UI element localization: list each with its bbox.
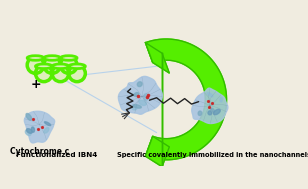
Text: Cytochrome c: Cytochrome c <box>10 147 69 156</box>
Ellipse shape <box>60 56 77 60</box>
Text: +: + <box>30 78 41 91</box>
Ellipse shape <box>25 130 31 136</box>
Ellipse shape <box>31 127 34 132</box>
Ellipse shape <box>132 106 137 110</box>
Polygon shape <box>24 111 55 143</box>
Text: Specific covalently immobilized in the nanochannels: Specific covalently immobilized in the n… <box>117 152 308 158</box>
Ellipse shape <box>211 108 214 112</box>
Ellipse shape <box>44 122 51 125</box>
Ellipse shape <box>27 56 44 60</box>
Ellipse shape <box>69 64 85 69</box>
Ellipse shape <box>52 64 69 69</box>
Circle shape <box>60 57 77 73</box>
Ellipse shape <box>207 92 213 97</box>
Polygon shape <box>118 76 162 114</box>
Ellipse shape <box>44 128 49 133</box>
Circle shape <box>52 65 69 82</box>
Ellipse shape <box>35 64 52 69</box>
Ellipse shape <box>144 94 148 100</box>
Ellipse shape <box>134 93 139 96</box>
Ellipse shape <box>208 111 212 115</box>
Circle shape <box>69 65 85 82</box>
Circle shape <box>44 57 60 73</box>
Ellipse shape <box>220 97 222 102</box>
Ellipse shape <box>26 129 32 133</box>
Polygon shape <box>145 136 169 167</box>
Ellipse shape <box>26 113 32 120</box>
Ellipse shape <box>137 82 142 87</box>
Ellipse shape <box>44 56 60 60</box>
Polygon shape <box>145 43 169 73</box>
Ellipse shape <box>198 111 202 115</box>
Ellipse shape <box>139 100 146 105</box>
Ellipse shape <box>213 109 220 115</box>
Polygon shape <box>145 39 227 160</box>
Ellipse shape <box>133 105 141 108</box>
Circle shape <box>35 65 52 82</box>
Text: Functionalized IBN4: Functionalized IBN4 <box>16 152 97 158</box>
Circle shape <box>27 57 44 73</box>
Polygon shape <box>192 88 228 124</box>
